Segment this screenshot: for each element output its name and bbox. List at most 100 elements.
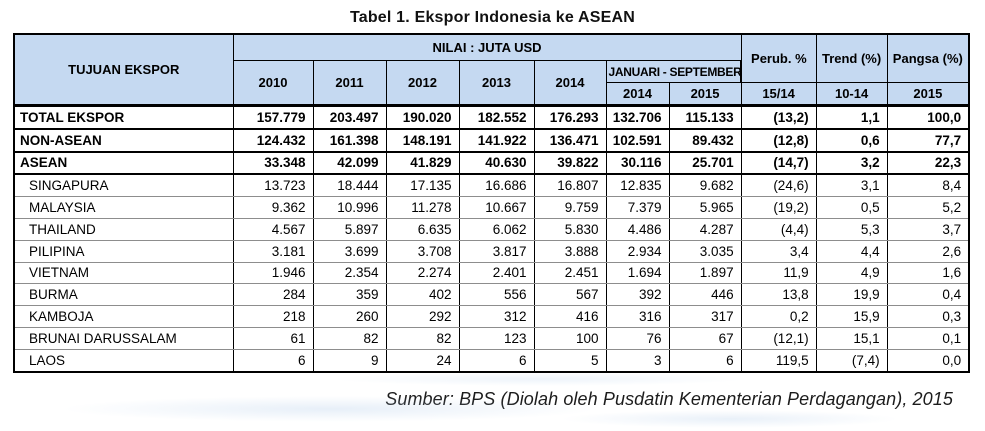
value-cell: 1.946 — [232, 261, 314, 285]
table-row: VIETNAM 1.946 2.354 2.274 2.401 2.451 1.694 1.8… — [13, 261, 971, 285]
col-group-januari-september: JANUARI - SEPTEMBER — [605, 60, 743, 83]
value-cell: 5.965 — [668, 196, 742, 219]
value-cell: 9.362 — [232, 196, 314, 219]
row-label: KAMBOJA — [13, 305, 234, 328]
table-row: BURMA 284 359 402 556 567 392 446 13,8 19,9 0,4 — [13, 283, 971, 307]
col-group-nilai-juta-usd: NILAI : JUTA USD — [232, 33, 742, 61]
value-cell: 76 — [605, 326, 670, 350]
value-cell: 3.035 — [668, 239, 742, 263]
col-subheader-trend-10-14: 10-14 — [815, 82, 888, 106]
value-cell: 6 — [458, 348, 535, 373]
value-cell: 124.432 — [232, 128, 314, 153]
value-cell: 392 — [605, 283, 670, 307]
value-cell: 1.694 — [605, 261, 670, 285]
scan-artifact — [330, 372, 750, 386]
value-cell: 182.552 — [458, 103, 535, 130]
value-cell: 17.135 — [385, 173, 460, 198]
col-header-perub: Perub. % — [740, 33, 817, 83]
row-label: TOTAL EKSPOR — [13, 103, 234, 130]
value-cell: 82 — [312, 326, 387, 350]
value-cell: 16.686 — [458, 173, 535, 198]
value-cell: 30.116 — [605, 151, 670, 176]
value-cell: 115.133 — [668, 103, 742, 130]
value-cell: 3.708 — [385, 239, 460, 263]
table-row: LAOS 6 9 24 6 5 3 6 119,5 (7,4) 0,0 — [13, 348, 971, 373]
value-cell: 416 — [533, 305, 607, 328]
col-header-year-2014: 2014 — [533, 60, 607, 106]
value-cell: 0,5 — [815, 196, 888, 219]
value-cell: 190.020 — [385, 103, 460, 130]
value-cell: 22,3 — [886, 151, 971, 176]
value-cell: 136.471 — [533, 128, 607, 153]
value-cell: 8,4 — [886, 173, 971, 198]
col-subheader-pangsa-2015: 2015 — [886, 82, 971, 106]
table-row: TOTAL EKSPOR 157.779 203.497 190.020 182.552… — [13, 103, 971, 130]
row-label: THAILAND — [13, 217, 234, 241]
value-cell: 4.486 — [605, 217, 670, 241]
value-cell: 6.062 — [458, 217, 535, 241]
value-cell: 3 — [605, 348, 670, 373]
value-cell: 3.699 — [312, 239, 387, 263]
value-cell: (24,6) — [740, 173, 817, 198]
value-cell: 0,2 — [740, 305, 817, 328]
value-cell: 13,8 — [740, 283, 817, 307]
value-cell: 9 — [312, 348, 387, 373]
value-cell: 3.817 — [458, 239, 535, 263]
row-label: VIETNAM — [13, 261, 234, 285]
value-cell: 102.591 — [605, 128, 670, 153]
col-header-year-2013: 2013 — [458, 60, 535, 106]
value-cell: 2,6 — [886, 239, 971, 263]
value-cell: 9.759 — [533, 196, 607, 219]
value-cell: 2.401 — [458, 261, 535, 285]
value-cell: 0,0 — [886, 348, 971, 373]
value-cell: 402 — [385, 283, 460, 307]
value-cell: 3.888 — [533, 239, 607, 263]
value-cell: 3,2 — [815, 151, 888, 176]
value-cell: 25.701 — [668, 151, 742, 176]
col-header-year-2011: 2011 — [312, 60, 387, 106]
value-cell: 89.432 — [668, 128, 742, 153]
col-header-jansep-2015: 2015 — [668, 82, 742, 106]
value-cell: 6 — [668, 348, 742, 373]
row-label: ASEAN — [13, 151, 234, 176]
col-subheader-perub-15-14: 15/14 — [740, 82, 817, 106]
value-cell: 100,0 — [886, 103, 971, 130]
value-cell: 41.829 — [385, 151, 460, 176]
export-table: TUJUAN EKSPOR NILAI : JUTA USD Perub. % … — [13, 33, 971, 373]
value-cell: 1,1 — [815, 103, 888, 130]
row-label: NON-ASEAN — [13, 128, 234, 153]
value-cell: 24 — [385, 348, 460, 373]
value-cell: 176.293 — [533, 103, 607, 130]
table-row: THAILAND 4.567 5.897 6.635 6.062 5.830 4.486 4.… — [13, 217, 971, 241]
value-cell: (13,2) — [740, 103, 817, 130]
value-cell: 2.451 — [533, 261, 607, 285]
value-cell: (4,4) — [740, 217, 817, 241]
value-cell: 203.497 — [312, 103, 387, 130]
value-cell: 6.635 — [385, 217, 460, 241]
value-cell: 5.897 — [312, 217, 387, 241]
value-cell: 2.274 — [385, 261, 460, 285]
value-cell: 15,9 — [815, 305, 888, 328]
value-cell: 218 — [232, 305, 314, 328]
value-cell: 284 — [232, 283, 314, 307]
value-cell: 19,9 — [815, 283, 888, 307]
value-cell: 18.444 — [312, 173, 387, 198]
value-cell: 2.934 — [605, 239, 670, 263]
table-row: BRUNAI DARUSSALAM 61 82 82 123 100 76 67 (12,1) 1… — [13, 326, 971, 350]
value-cell: 5 — [533, 348, 607, 373]
row-label: BURMA — [13, 283, 234, 307]
value-cell: 0,6 — [815, 128, 888, 153]
value-cell: 316 — [605, 305, 670, 328]
col-header-trend: Trend (%) — [815, 33, 888, 83]
value-cell: 317 — [668, 305, 742, 328]
value-cell: 4.287 — [668, 217, 742, 241]
value-cell: 3,1 — [815, 173, 888, 198]
value-cell: (7,4) — [815, 348, 888, 373]
value-cell: 0,1 — [886, 326, 971, 350]
value-cell: 3,4 — [740, 239, 817, 263]
value-cell: 15,1 — [815, 326, 888, 350]
value-cell: 10.667 — [458, 196, 535, 219]
row-label: BRUNAI DARUSSALAM — [13, 326, 234, 350]
value-cell: 9.682 — [668, 173, 742, 198]
value-cell: 11.278 — [385, 196, 460, 219]
